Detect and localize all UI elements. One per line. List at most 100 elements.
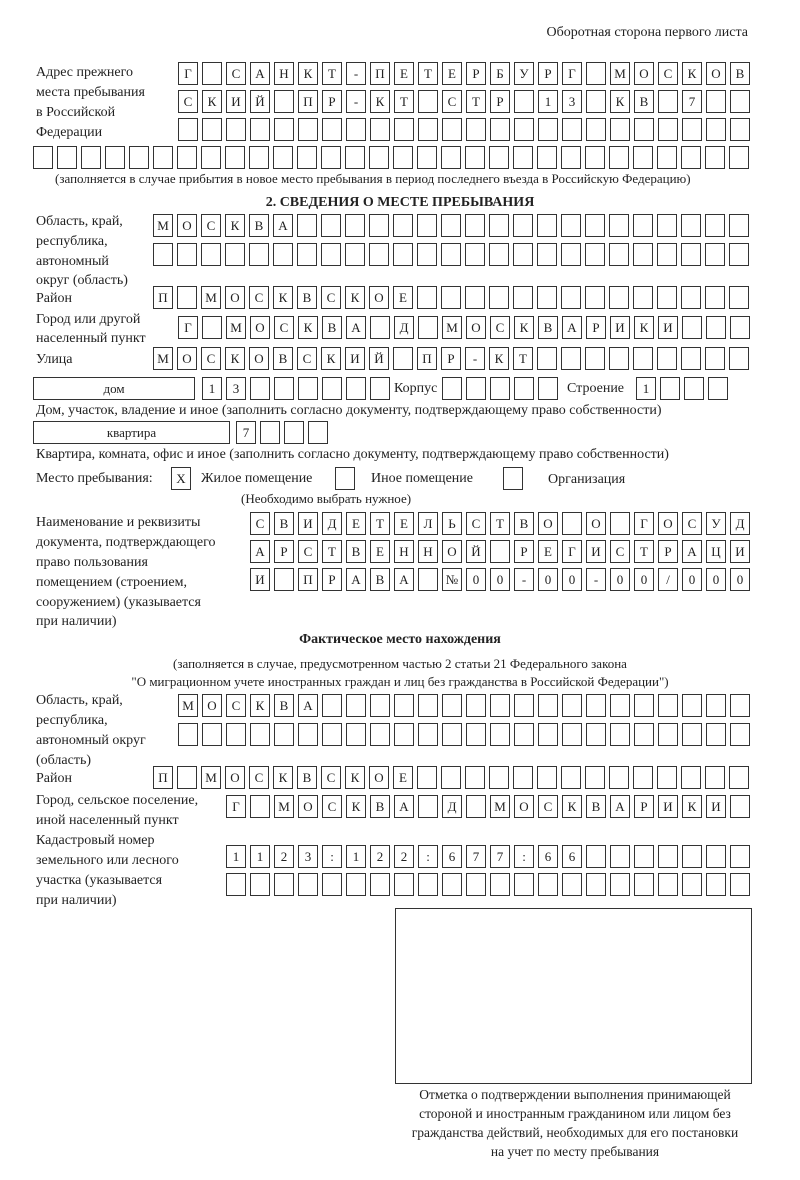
actual-oblast-row-1-cell[interactable]: [730, 694, 750, 717]
house-number-row-cell[interactable]: [274, 377, 294, 400]
prev-address-row-3-cell[interactable]: [394, 118, 414, 141]
doc-row-3-cell[interactable]: 0: [610, 568, 630, 591]
actual-raion-row-cell[interactable]: [633, 766, 653, 789]
oblast-row-1-cell[interactable]: [609, 214, 629, 237]
actual-raion-row-cell[interactable]: О: [369, 766, 389, 789]
actual-oblast-row-1-cell[interactable]: [538, 694, 558, 717]
actual-raion-row-cell[interactable]: [489, 766, 509, 789]
actual-raion-row-cell[interactable]: [513, 766, 533, 789]
cadastre-row-2-cell[interactable]: [706, 873, 726, 896]
actual-oblast-row-2-cell[interactable]: [298, 723, 318, 746]
doc-row-3-cell[interactable]: 0: [490, 568, 510, 591]
prev-address-row-1-cell[interactable]: [202, 62, 222, 85]
cadastre-row-2-cell[interactable]: [226, 873, 246, 896]
cadastre-row-2-cell[interactable]: [658, 873, 678, 896]
city-row-cell[interactable]: Д: [394, 316, 414, 339]
cadastre-row-1-cell[interactable]: 2: [370, 845, 390, 868]
prev-address-row-2-cell[interactable]: Р: [490, 90, 510, 113]
oblast-row-1-cell[interactable]: [681, 214, 701, 237]
prev-address-row-1-cell[interactable]: У: [514, 62, 534, 85]
house-number-row-cell[interactable]: [298, 377, 318, 400]
oblast-row-2-cell[interactable]: [297, 243, 317, 266]
doc-row-2-cell[interactable]: Г: [562, 540, 582, 563]
prev-address-row-4-cell[interactable]: [585, 146, 605, 169]
raion-row-cell[interactable]: [465, 286, 485, 309]
prev-address-row-1-cell[interactable]: О: [706, 62, 726, 85]
stroenie-row-cell[interactable]: [708, 377, 728, 400]
doc-row-1-cell[interactable]: О: [658, 512, 678, 535]
doc-row-2-cell[interactable]: Й: [466, 540, 486, 563]
prev-address-row-3-cell[interactable]: [634, 118, 654, 141]
raion-row-cell[interactable]: О: [225, 286, 245, 309]
street-row-cell[interactable]: [393, 347, 413, 370]
prev-address-row-2-cell[interactable]: К: [610, 90, 630, 113]
flat-type-field[interactable]: квартира: [33, 421, 230, 444]
actual-city-row-cell[interactable]: О: [298, 795, 318, 818]
actual-city-row-cell[interactable]: К: [682, 795, 702, 818]
prev-address-row-4-cell[interactable]: [537, 146, 557, 169]
raion-row-cell[interactable]: [537, 286, 557, 309]
street-row-cell[interactable]: П: [417, 347, 437, 370]
prev-address-row-4-cell[interactable]: [81, 146, 101, 169]
oblast-row-1-cell[interactable]: [465, 214, 485, 237]
raion-row-cell[interactable]: [561, 286, 581, 309]
oblast-row-2-cell[interactable]: [705, 243, 725, 266]
oblast-row-2-cell[interactable]: [513, 243, 533, 266]
raion-row-cell[interactable]: В: [297, 286, 317, 309]
doc-row-3-cell[interactable]: 0: [562, 568, 582, 591]
actual-oblast-row-2-cell[interactable]: [658, 723, 678, 746]
prev-address-row-1-cell[interactable]: С: [658, 62, 678, 85]
actual-city-row-cell[interactable]: В: [586, 795, 606, 818]
actual-raion-row-cell[interactable]: [441, 766, 461, 789]
actual-oblast-row-1-cell[interactable]: [346, 694, 366, 717]
actual-city-row-cell[interactable]: И: [658, 795, 678, 818]
doc-row-2-cell[interactable]: Т: [322, 540, 342, 563]
doc-row-2-cell[interactable]: И: [586, 540, 606, 563]
doc-row-3-cell[interactable]: П: [298, 568, 318, 591]
doc-row-3-cell[interactable]: 0: [538, 568, 558, 591]
oblast-row-2-cell[interactable]: [465, 243, 485, 266]
doc-row-1-cell[interactable]: С: [466, 512, 486, 535]
actual-city-row-cell[interactable]: С: [322, 795, 342, 818]
raion-row-cell[interactable]: К: [273, 286, 293, 309]
flat-number-row-cell[interactable]: [284, 421, 304, 444]
raion-row-cell[interactable]: М: [201, 286, 221, 309]
doc-row-3-cell[interactable]: А: [346, 568, 366, 591]
actual-oblast-row-1-cell[interactable]: С: [226, 694, 246, 717]
actual-oblast-row-1-cell[interactable]: [418, 694, 438, 717]
actual-city-row-cell[interactable]: Г: [226, 795, 246, 818]
prev-address-row-4-cell[interactable]: [321, 146, 341, 169]
prev-address-row-2-cell[interactable]: В: [634, 90, 654, 113]
street-row-cell[interactable]: О: [177, 347, 197, 370]
cadastre-row-2-cell[interactable]: [490, 873, 510, 896]
raion-row-cell[interactable]: [729, 286, 749, 309]
raion-row-cell[interactable]: С: [249, 286, 269, 309]
doc-row-3-cell[interactable]: 0: [706, 568, 726, 591]
prev-address-row-1-cell[interactable]: Е: [442, 62, 462, 85]
actual-raion-row-cell[interactable]: [657, 766, 677, 789]
actual-city-row-cell[interactable]: А: [394, 795, 414, 818]
actual-oblast-row-1-cell[interactable]: [658, 694, 678, 717]
doc-row-3-cell[interactable]: -: [586, 568, 606, 591]
oblast-row-2-cell[interactable]: [417, 243, 437, 266]
raion-row-cell[interactable]: [609, 286, 629, 309]
prev-address-row-3-cell[interactable]: [730, 118, 750, 141]
prev-address-row-4-cell[interactable]: [417, 146, 437, 169]
actual-raion-row-cell[interactable]: В: [297, 766, 317, 789]
oblast-row-2-cell[interactable]: [225, 243, 245, 266]
actual-oblast-row-2-cell[interactable]: [490, 723, 510, 746]
actual-raion-row-cell[interactable]: К: [273, 766, 293, 789]
prev-address-row-2-cell[interactable]: П: [298, 90, 318, 113]
oblast-row-1-cell[interactable]: [513, 214, 533, 237]
house-type-field[interactable]: дом: [33, 377, 195, 400]
actual-raion-row-cell[interactable]: [561, 766, 581, 789]
raion-row-cell[interactable]: [633, 286, 653, 309]
actual-oblast-row-2-cell[interactable]: [178, 723, 198, 746]
actual-city-row-cell[interactable]: [466, 795, 486, 818]
actual-raion-row-cell[interactable]: [417, 766, 437, 789]
flat-number-row-cell[interactable]: [260, 421, 280, 444]
actual-city-row-cell[interactable]: О: [514, 795, 534, 818]
cadastre-row-1-cell[interactable]: [586, 845, 606, 868]
cadastre-row-1-cell[interactable]: 6: [562, 845, 582, 868]
prev-address-row-3-cell[interactable]: [490, 118, 510, 141]
